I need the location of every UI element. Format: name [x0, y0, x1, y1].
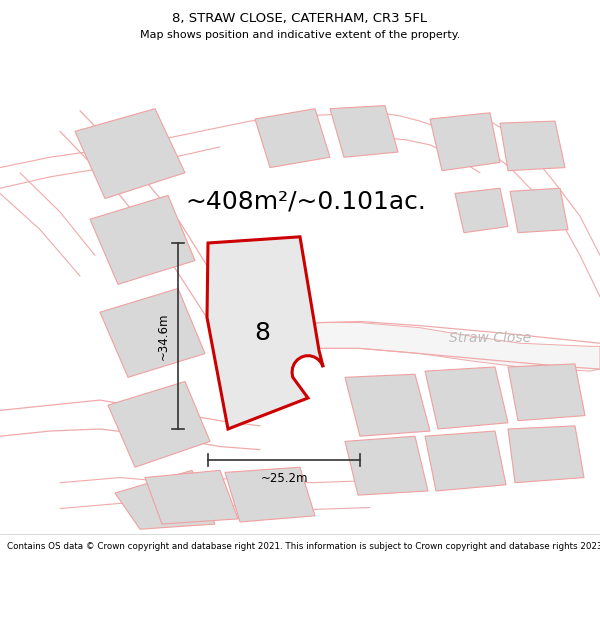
Text: Straw Close: Straw Close	[449, 331, 531, 345]
Text: ~408m²/~0.101ac.: ~408m²/~0.101ac.	[185, 189, 426, 214]
Polygon shape	[508, 426, 584, 483]
Polygon shape	[500, 121, 565, 171]
Polygon shape	[425, 431, 506, 491]
Polygon shape	[430, 112, 500, 171]
Polygon shape	[145, 471, 238, 524]
Polygon shape	[207, 237, 323, 429]
Text: 8, STRAW CLOSE, CATERHAM, CR3 5FL: 8, STRAW CLOSE, CATERHAM, CR3 5FL	[172, 12, 428, 25]
Polygon shape	[255, 109, 330, 168]
Polygon shape	[0, 49, 600, 534]
Polygon shape	[455, 188, 508, 232]
Polygon shape	[508, 364, 585, 421]
Polygon shape	[345, 374, 430, 436]
Polygon shape	[225, 468, 315, 522]
Polygon shape	[75, 109, 185, 199]
Text: 8: 8	[254, 321, 270, 345]
Polygon shape	[100, 289, 205, 378]
Polygon shape	[115, 471, 215, 529]
Text: Contains OS data © Crown copyright and database right 2021. This information is : Contains OS data © Crown copyright and d…	[7, 542, 600, 551]
Polygon shape	[345, 436, 428, 495]
Polygon shape	[90, 196, 195, 284]
Polygon shape	[510, 188, 568, 232]
Polygon shape	[108, 381, 210, 468]
Polygon shape	[425, 367, 508, 429]
Text: ~25.2m: ~25.2m	[260, 472, 308, 486]
Polygon shape	[330, 106, 398, 158]
Text: ~34.6m: ~34.6m	[157, 312, 170, 360]
Text: Map shows position and indicative extent of the property.: Map shows position and indicative extent…	[140, 30, 460, 40]
Polygon shape	[290, 322, 600, 371]
